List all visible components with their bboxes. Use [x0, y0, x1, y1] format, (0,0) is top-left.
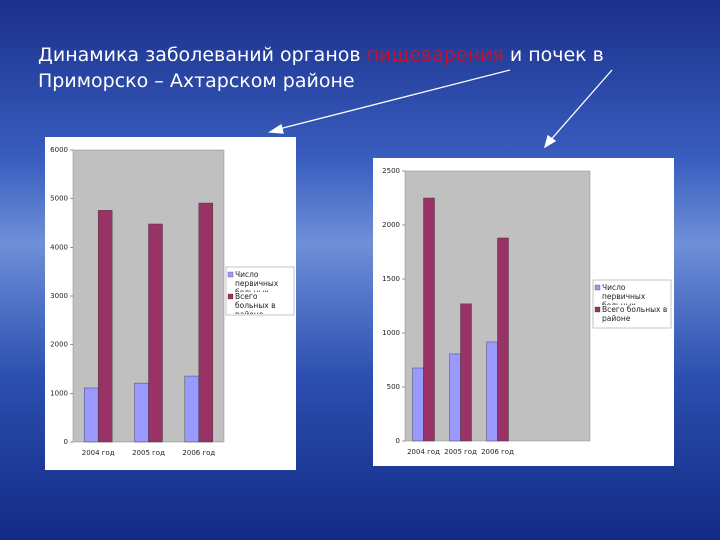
title-part: Динамика заболеваний органов	[38, 44, 367, 66]
x-tick-label: 2006 год	[182, 449, 215, 457]
bar	[412, 367, 424, 442]
title-highlight: пищеварения	[366, 44, 504, 66]
bar	[134, 382, 149, 443]
legend-entry: Всего больных в районе	[235, 292, 276, 314]
arrow-head	[543, 134, 557, 149]
legend-entry: Число первичных больных	[602, 283, 646, 305]
y-tick-label: 1000	[382, 329, 400, 337]
legend-entry: Число первичных больных	[235, 270, 279, 292]
x-tick-label: 2005 год	[132, 449, 165, 457]
y-tick-label: 3000	[50, 292, 68, 300]
y-tick-label: 0	[64, 438, 68, 446]
arrow-head	[268, 123, 284, 134]
y-tick-label: 0	[396, 437, 400, 445]
legend-label: Всего больных в районе	[602, 305, 668, 323]
y-tick-label: 2000	[50, 341, 68, 349]
bar	[184, 375, 200, 443]
slide-title: Динамика заболеваний органов пищеварения…	[38, 42, 604, 94]
bar	[83, 387, 99, 443]
legend-label: Число первичных больных	[235, 270, 279, 292]
y-tick-label: 1500	[382, 275, 400, 283]
legend-box	[592, 279, 672, 329]
legend-label: Число первичных больных	[602, 283, 646, 305]
bar	[486, 341, 498, 442]
y-tick-label: 500	[387, 383, 400, 391]
bar	[460, 303, 472, 442]
y-tick-label: 1000	[50, 389, 68, 397]
bar	[148, 223, 163, 443]
bar	[198, 202, 214, 443]
legend-swatch	[227, 271, 234, 278]
y-tick-label: 5000	[50, 195, 68, 203]
y-tick-label: 6000	[50, 146, 68, 154]
legend-label: Всего больных в районе	[235, 292, 276, 314]
y-tick-label: 4000	[50, 243, 68, 251]
bar	[449, 353, 461, 442]
y-tick-label: 2000	[382, 221, 400, 229]
x-tick-label: 2004 год	[82, 449, 115, 457]
arrows	[268, 69, 613, 149]
title-part: и почек в	[503, 44, 604, 66]
arrow	[547, 69, 613, 144]
legend-swatch	[594, 306, 601, 313]
x-tick-label: 2005 год	[444, 448, 477, 456]
legend-swatch	[227, 293, 234, 300]
y-tick-label: 2500	[382, 167, 400, 175]
bar	[97, 210, 113, 443]
legend-swatch	[594, 284, 601, 291]
title-part: Приморско – Ахтарском районе	[38, 70, 355, 92]
legend-entry: Всего больных в районе	[602, 305, 668, 323]
legend-box	[225, 266, 295, 316]
bar	[497, 237, 509, 442]
x-tick-label: 2004 год	[407, 448, 440, 456]
arrow	[274, 69, 511, 131]
bar	[423, 197, 435, 442]
x-tick-label: 2006 год	[481, 448, 514, 456]
